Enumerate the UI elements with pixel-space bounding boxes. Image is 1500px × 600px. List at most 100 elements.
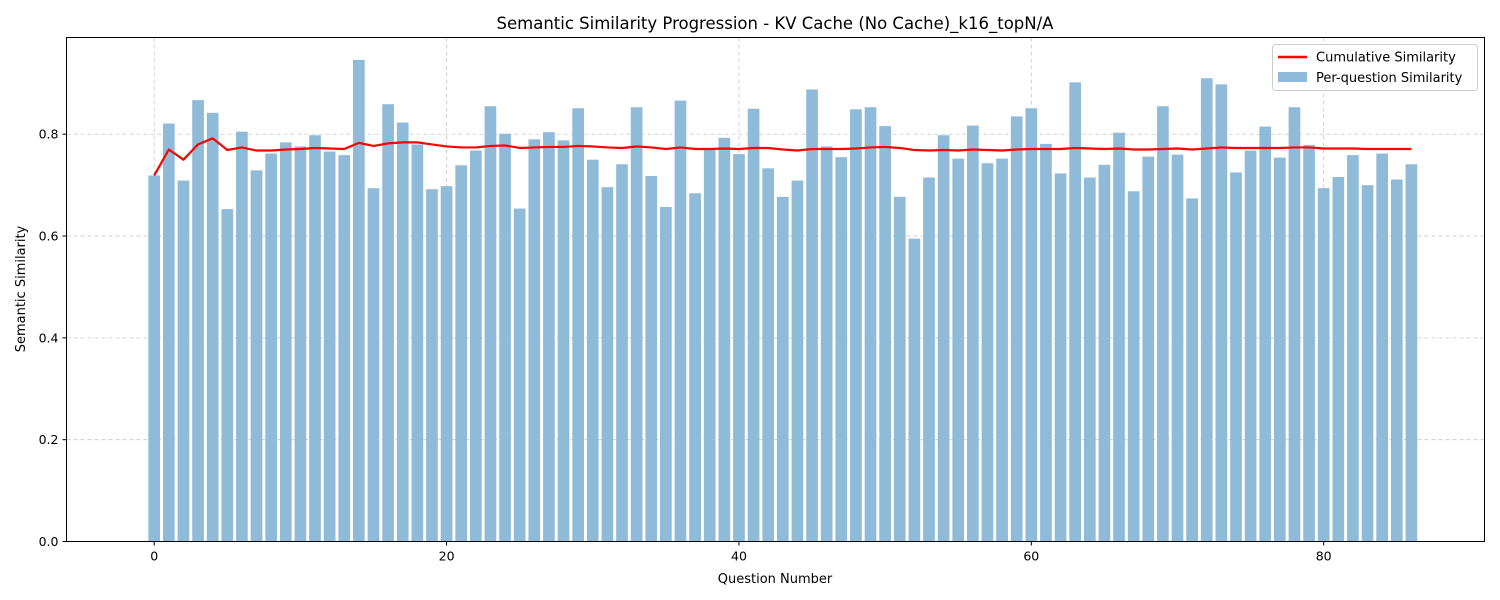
bar-question-84 [1376, 153, 1389, 542]
bar-question-49 [864, 107, 877, 542]
legend: Cumulative Similarity Per-question Simil… [1272, 44, 1478, 91]
legend-label-per-question: Per-question Similarity [1316, 71, 1463, 86]
bar-question-81 [1332, 176, 1345, 542]
bar-question-51 [893, 196, 906, 542]
bar-question-40 [733, 154, 745, 542]
bar-question-37 [689, 193, 701, 542]
y-axis-title: Semantic Similarity [14, 225, 29, 352]
plot-frame [66, 37, 1485, 542]
bar-question-46 [820, 146, 833, 542]
bar-question-76 [1259, 126, 1272, 542]
bar-question-36 [674, 100, 687, 542]
bar-question-68 [1142, 156, 1155, 542]
bar-question-24 [499, 133, 511, 542]
bar-question-39 [718, 137, 731, 542]
y-tick-label: 0.4 [39, 330, 59, 345]
bar-question-48 [850, 109, 862, 542]
bar-question-18 [411, 144, 424, 542]
bar-question-7 [250, 170, 263, 542]
bar-question-1 [162, 123, 175, 542]
x-tick-label: 80 [1316, 549, 1332, 564]
bar-question-6 [236, 131, 248, 542]
bar-question-12 [323, 151, 336, 542]
bar-question-61 [1040, 143, 1052, 542]
bar-question-58 [996, 158, 1008, 542]
bar-series [148, 59, 1418, 542]
bar-question-32 [616, 164, 628, 542]
bar-question-0 [148, 175, 161, 542]
bar-question-57 [981, 163, 994, 542]
cumulative-similarity-line [153, 137, 1412, 176]
bar-question-16 [382, 104, 394, 542]
bar-question-59 [1010, 116, 1023, 542]
bar-question-60 [1025, 108, 1038, 542]
bar-question-27 [543, 132, 555, 542]
bar-question-11 [309, 135, 321, 542]
bar-question-66 [1113, 132, 1125, 542]
bar-question-41 [747, 108, 760, 542]
bar-question-20 [440, 186, 453, 542]
bar-question-55 [952, 158, 965, 542]
bar-question-72 [1200, 78, 1213, 542]
bar-question-50 [879, 126, 891, 542]
bar-question-79 [1303, 144, 1315, 542]
x-tick-label: 60 [1023, 549, 1039, 564]
bar-question-26 [528, 139, 541, 542]
bar-question-8 [265, 153, 278, 542]
x-axis-title: Question Number [718, 572, 833, 587]
bar-question-65 [1098, 164, 1111, 542]
bar-question-38 [703, 149, 716, 542]
bar-question-28 [557, 140, 570, 542]
bar-question-70 [1171, 154, 1184, 542]
bar-question-35 [660, 207, 672, 542]
bar-question-5 [221, 209, 234, 542]
y-axis-ticks: 0.0 0.2 0.4 0.6 0.8 [39, 127, 67, 549]
y-tick-label: 0.6 [39, 229, 59, 244]
bar-question-31 [601, 187, 614, 542]
bar-question-73 [1215, 84, 1228, 542]
bar-question-71 [1186, 198, 1198, 542]
bar-question-53 [923, 177, 935, 542]
bar-question-64 [1083, 177, 1096, 542]
bar-question-82 [1347, 155, 1359, 542]
legend-box [1272, 44, 1478, 91]
chart-title: Semantic Similarity Progression - KV Cac… [497, 14, 1055, 34]
bar-question-15 [367, 188, 380, 542]
legend-label-cumulative: Cumulative Similarity [1316, 51, 1456, 66]
x-tick-label: 40 [731, 549, 747, 564]
bar-question-9 [279, 142, 292, 542]
bar-question-22 [469, 150, 482, 542]
bar-question-47 [835, 157, 848, 542]
bar-question-19 [426, 189, 438, 542]
y-tick-label: 0.0 [39, 534, 59, 549]
bar-question-67 [1127, 191, 1140, 542]
x-tick-label: 20 [439, 549, 455, 564]
y-tick-label: 0.8 [39, 127, 59, 142]
x-axis-ticks: 0 20 40 60 80 [150, 541, 1332, 564]
bar-question-80 [1317, 188, 1330, 542]
bar-question-85 [1390, 179, 1403, 542]
bar-question-42 [762, 168, 775, 542]
y-tick-label: 0.2 [39, 432, 59, 447]
bar-question-56 [967, 125, 979, 542]
bar-question-34 [645, 175, 658, 542]
bar-question-2 [177, 180, 190, 542]
bar-question-13 [338, 155, 351, 542]
x-tick-label: 0 [150, 549, 158, 564]
bar-question-4 [206, 112, 219, 542]
bar-question-45 [806, 89, 818, 542]
bar-question-54 [937, 135, 950, 542]
bar-question-44 [791, 180, 804, 542]
bar-question-75 [1244, 150, 1257, 542]
bar-question-63 [1069, 82, 1082, 542]
bar-question-62 [1054, 173, 1067, 542]
bar-question-33 [630, 107, 643, 542]
bar-question-74 [1230, 172, 1242, 542]
bar-question-3 [192, 100, 204, 542]
bar-question-23 [484, 106, 497, 542]
bar-question-86 [1405, 164, 1418, 542]
bar-question-52 [908, 238, 921, 542]
bar-question-17 [396, 122, 409, 542]
bar-question-78 [1288, 107, 1301, 542]
